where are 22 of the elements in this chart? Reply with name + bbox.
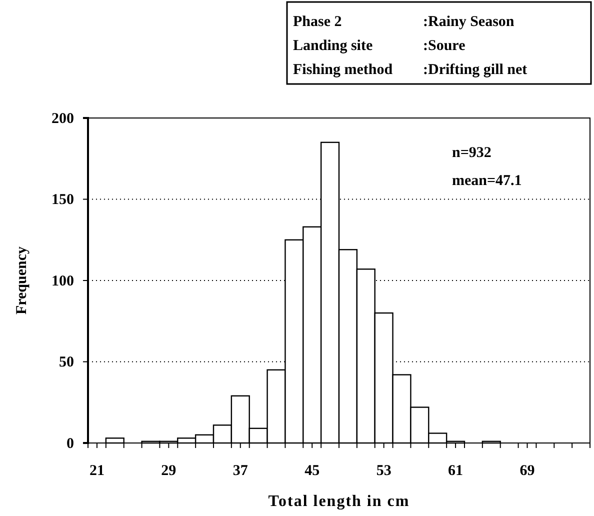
y-tick-label: 50 [59, 354, 74, 371]
x-tick-label: 21 [89, 463, 104, 479]
y-axis-title: Frequency [14, 246, 30, 315]
text: Landing site [293, 38, 373, 54]
text: Fishing method [293, 62, 394, 78]
x-axis-title: Total length in cm [268, 493, 410, 510]
text: :Soure [423, 38, 466, 54]
annotation: mean=47.1 [452, 173, 522, 189]
y-tick-label: 0 [66, 436, 74, 452]
text: :Rainy Season [423, 14, 515, 30]
x-tick-label: 45 [304, 463, 320, 479]
y-tick-label: 150 [52, 192, 74, 208]
x-tick-label: 61 [448, 463, 464, 479]
x-tick-label: 37 [232, 463, 248, 479]
x-tick-label: 29 [161, 463, 176, 479]
y-tick-label: 100 [52, 273, 74, 290]
annotation: n=932 [452, 145, 492, 161]
y-tick-label: 200 [52, 110, 74, 127]
x-tick-label: 53 [376, 463, 392, 479]
text: Phase 2 [293, 14, 342, 30]
x-tick-label: 69 [520, 463, 535, 479]
text: :Drifting gill net [423, 62, 528, 78]
